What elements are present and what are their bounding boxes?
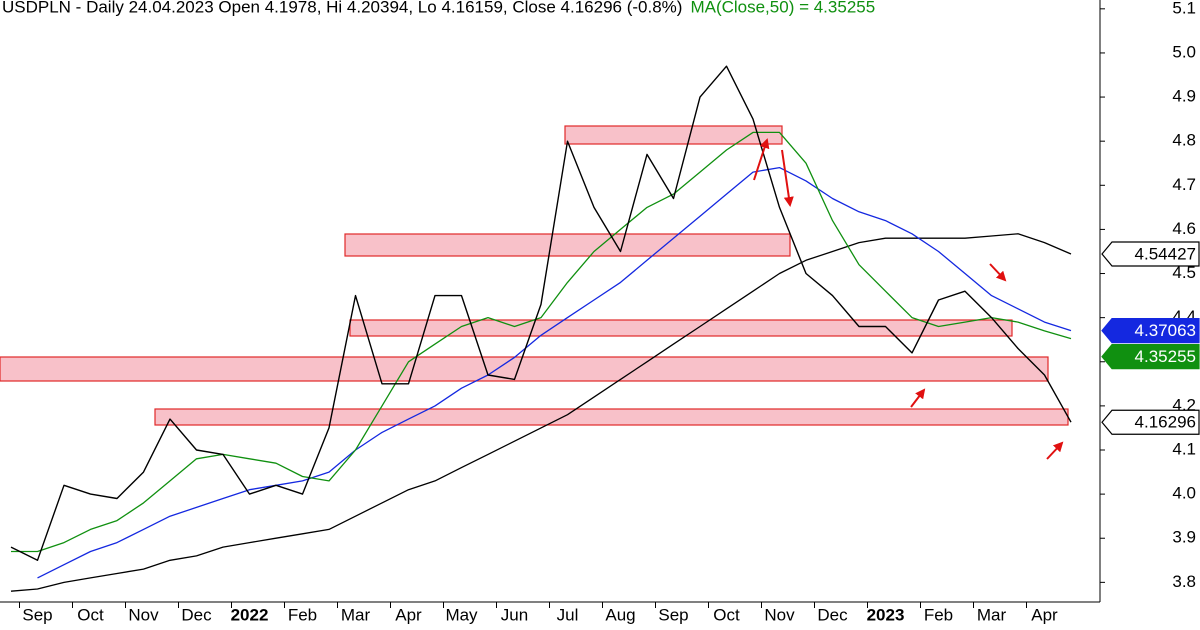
x-tick-label: Jul [557,605,579,624]
arrow [989,263,1007,282]
y-tick-label: 4.6 [1172,219,1196,238]
arrow [1046,441,1064,460]
y-tick-label: 4.1 [1172,439,1196,458]
y-tick-label: 4.0 [1172,484,1196,503]
x-tick-label: Sep [658,605,688,624]
y-tick-label: 4.9 [1172,87,1196,106]
x-tick-label: Mar [341,605,371,624]
value-label: 4.16296 [1135,413,1196,432]
y-tick-label: 4.8 [1172,131,1196,150]
chart-title: USDPLN - Daily 24.04.2023 Open 4.1978, H… [2,0,682,16]
series-line [10,233,1072,592]
x-tick-label: Feb [288,605,317,624]
y-tick-label: 4.2 [1172,395,1196,414]
y-tick-label: 4.5 [1172,263,1196,282]
chart-subtitle: MA(Close,50) = 4.35255 [690,0,875,16]
resistance-zone [344,233,791,257]
x-tick-label: Apr [1031,605,1058,624]
support-zone [0,356,1049,382]
x-tick-label: Oct [713,605,740,624]
x-tick-label: Apr [395,605,422,624]
value-label-box [1101,344,1200,370]
y-tick-label: 5.1 [1172,0,1196,17]
x-tick-label: Jun [501,605,528,624]
y-tick-label: 5.0 [1172,42,1196,61]
x-tick-label: Sep [22,605,52,624]
y-tick-label: 3.8 [1172,572,1196,591]
x-tick-label: 2022 [231,605,269,624]
title-group: USDPLN - Daily 24.04.2023 Open 4.1978, H… [2,0,875,16]
value-label-box [1101,318,1200,344]
support-zone [154,408,1069,426]
x-tick-label: Oct [77,605,104,624]
series-line [11,131,1072,553]
x-tick-label: Aug [605,605,635,624]
value-label-box [1101,241,1200,267]
series-line [10,65,1072,561]
series-line [37,166,1072,579]
zones [0,125,1069,426]
x-tick-label: May [445,605,478,624]
arrow [781,149,794,207]
value-label: 4.37063 [1135,321,1196,340]
x-tick-label: Nov [764,605,795,624]
x-tick-label: Feb [924,605,953,624]
y-tick-label: 3.9 [1172,528,1196,547]
x-tick-label: 2023 [867,605,905,624]
x-tick-label: Dec [817,605,848,624]
x-tick-label: Dec [181,605,212,624]
arrows [753,138,1064,460]
y-tick-label: 4.7 [1172,175,1196,194]
arrow [753,138,770,181]
value-label-box [1101,409,1200,435]
value-label: 4.54427 [1135,244,1196,263]
arrow [910,388,926,408]
resistance-zone [349,319,1013,337]
x-tick-label: Nov [128,605,159,624]
value-label: 4.35255 [1135,347,1196,366]
x-tick-label: Mar [977,605,1007,624]
plot [10,65,1072,592]
